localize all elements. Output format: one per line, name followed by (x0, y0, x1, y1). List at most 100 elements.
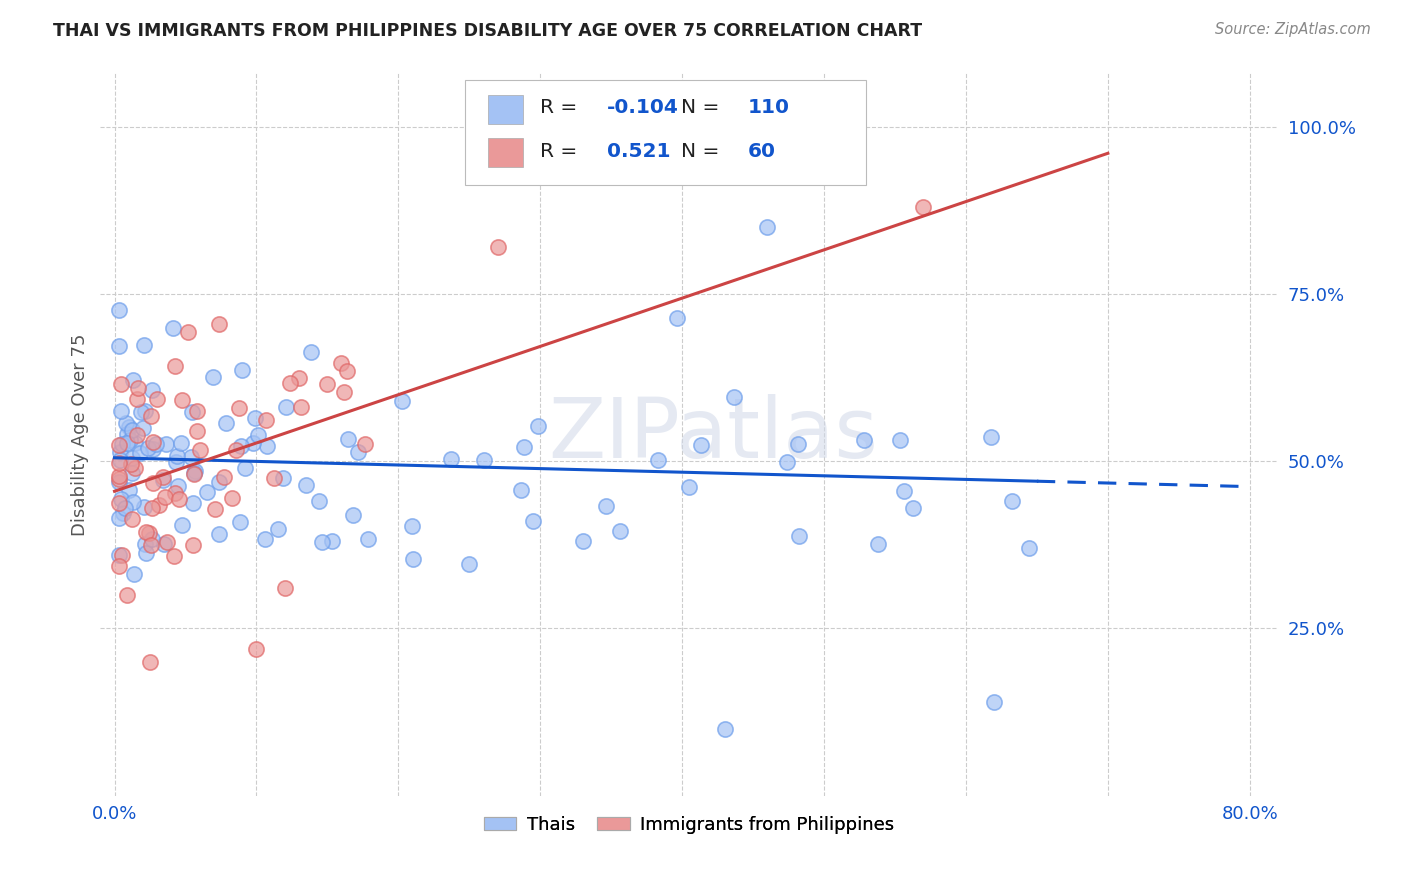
Point (136, 441, 159, 455)
Point (713, 722, 735, 736)
Point (513, 440, 536, 454)
Point (165, 455, 187, 469)
Point (183, 466, 205, 480)
Point (121, 423, 143, 437)
Point (235, 460, 257, 475)
Point (134, 537, 156, 551)
Point (572, 534, 595, 549)
Point (337, 432, 360, 446)
Point (107, 472, 129, 486)
Point (107, 468, 129, 483)
Point (256, 439, 278, 453)
Point (401, 518, 423, 533)
Point (135, 545, 157, 559)
Point (253, 532, 276, 546)
Point (208, 317, 231, 331)
Point (609, 524, 631, 538)
Point (347, 444, 370, 458)
Point (170, 517, 193, 532)
Point (274, 400, 297, 414)
Point (170, 435, 193, 450)
Point (321, 534, 343, 549)
Point (107, 338, 129, 352)
Point (889, 433, 911, 447)
Point (787, 437, 810, 451)
Point (980, 430, 1002, 444)
Point (215, 416, 238, 430)
Point (229, 515, 252, 529)
Point (108, 445, 131, 459)
Point (120, 434, 142, 448)
Text: ZIPatlas: ZIPatlas (548, 394, 877, 475)
Point (132, 500, 155, 515)
Point (141, 532, 163, 546)
Point (678, 480, 700, 494)
Point (195, 485, 218, 500)
Point (111, 548, 134, 562)
Point (110, 491, 132, 506)
Point (138, 526, 160, 541)
Point (208, 475, 231, 489)
Point (183, 467, 205, 481)
Point (163, 549, 186, 563)
Point (167, 479, 190, 493)
Text: -0.104: -0.104 (607, 98, 679, 117)
Point (141, 383, 163, 397)
Point (336, 363, 359, 377)
Point (280, 376, 302, 390)
Point (486, 139, 509, 153)
Point (180, 450, 202, 465)
Point (181, 496, 204, 510)
Point (163, 359, 186, 373)
Point (163, 486, 186, 500)
Point (107, 456, 129, 470)
Point (127, 381, 149, 395)
Point (983, 695, 1005, 709)
Point (162, 321, 184, 335)
Point (139, 655, 162, 669)
Point (114, 416, 136, 430)
Point (114, 500, 136, 515)
Point (247, 428, 270, 442)
Point (148, 498, 170, 512)
Point (124, 436, 146, 450)
Point (110, 403, 132, 417)
Point (1001, 493, 1024, 508)
Point (176, 325, 198, 339)
Point (153, 537, 176, 551)
FancyBboxPatch shape (488, 95, 523, 124)
Point (134, 404, 156, 418)
Point (723, 390, 745, 404)
Point (112, 506, 135, 520)
Point (866, 537, 889, 551)
Point (256, 413, 278, 427)
Point (108, 437, 131, 451)
Point (132, 338, 155, 352)
Point (170, 392, 193, 407)
Point (595, 499, 617, 513)
Point (274, 582, 297, 596)
FancyBboxPatch shape (465, 80, 866, 185)
Point (142, 475, 165, 490)
Point (121, 451, 143, 466)
Y-axis label: Disability Age Over 75: Disability Age Over 75 (72, 333, 89, 535)
Point (221, 491, 243, 505)
Point (118, 483, 141, 498)
Point (181, 405, 204, 419)
Point (146, 392, 169, 406)
Point (308, 493, 330, 508)
Point (107, 302, 129, 317)
Point (787, 529, 810, 543)
Point (118, 420, 141, 434)
Point (342, 508, 364, 523)
Point (110, 453, 132, 467)
Point (107, 496, 129, 510)
Point (472, 452, 495, 467)
Point (288, 370, 311, 384)
Point (117, 436, 139, 450)
Point (125, 428, 148, 442)
Text: THAI VS IMMIGRANTS FROM PHILIPPINES DISABILITY AGE OVER 75 CORRELATION CHART: THAI VS IMMIGRANTS FROM PHILIPPINES DISA… (53, 22, 922, 40)
Point (190, 443, 212, 458)
Text: N =: N = (681, 98, 725, 117)
Point (311, 534, 333, 549)
